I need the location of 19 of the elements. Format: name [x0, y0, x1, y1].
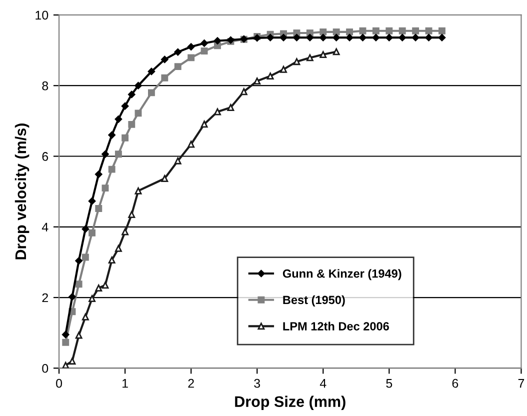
- legend-label: Gunn & Kinzer (1949): [282, 269, 402, 280]
- y-tick-label: 4: [42, 222, 48, 232]
- x-tick-label: 7: [518, 379, 524, 388]
- x-tick-label: 5: [386, 379, 392, 388]
- x-tick-label: 4: [320, 379, 326, 388]
- y-tick-label: 8: [42, 81, 48, 90]
- y-tick-label: 0: [42, 364, 48, 373]
- legend-label: Best (1950): [283, 295, 345, 306]
- y-tick-label: 2: [42, 293, 48, 302]
- x-tick-label: 1: [122, 379, 128, 388]
- x-axis-title: Drop Size (mm): [235, 396, 346, 410]
- legend-label: LPM 12th Dec 2006: [283, 322, 389, 330]
- x-tick-label: 3: [254, 378, 260, 388]
- y-tick-label: 10: [36, 10, 48, 20]
- x-tick-label: 2: [188, 378, 194, 388]
- x-tick-label: 0: [56, 378, 62, 388]
- y-tick-label: 6: [42, 152, 48, 161]
- y-axis-title: Drop velocity (m/s): [14, 124, 30, 260]
- x-tick-label: 6: [452, 378, 458, 388]
